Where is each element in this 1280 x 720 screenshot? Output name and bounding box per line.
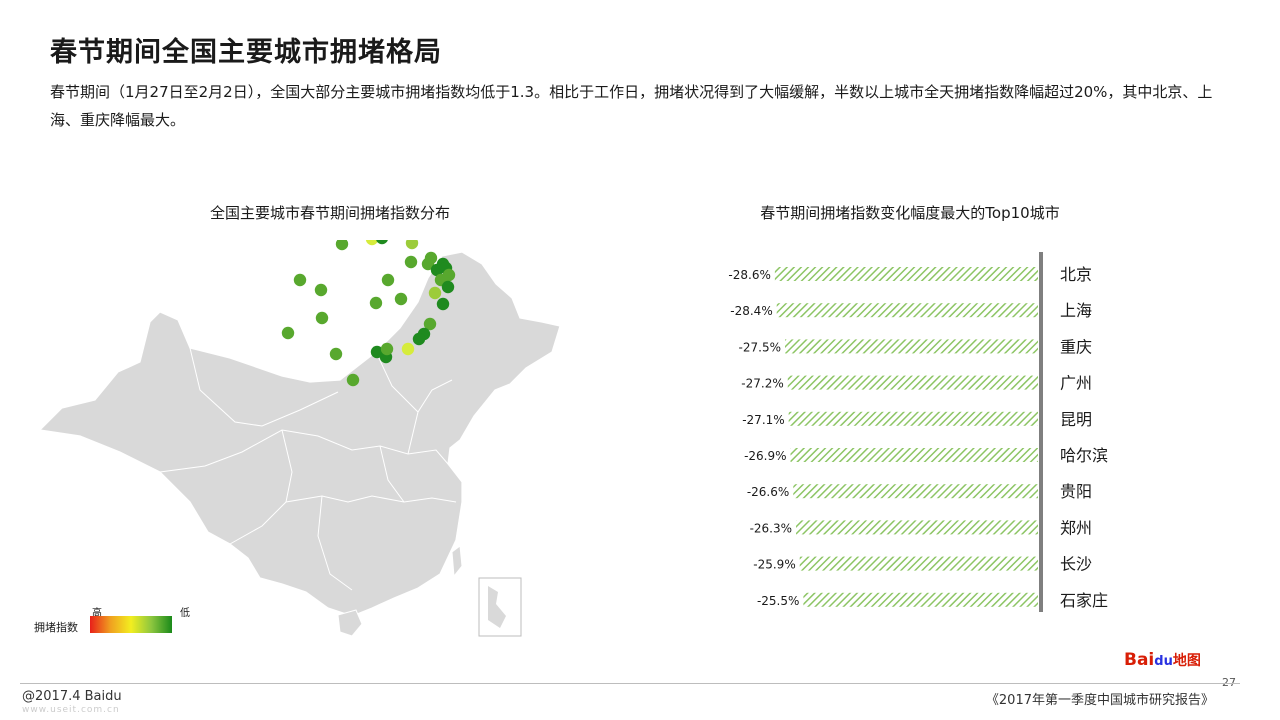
bar-0 — [774, 267, 1038, 281]
city-dot — [315, 311, 329, 325]
city-dot — [424, 251, 438, 265]
city-dot — [335, 240, 349, 251]
city-dot — [381, 273, 395, 287]
map-title: 全国主要城市春节期间拥堵指数分布 — [209, 204, 450, 222]
bar-3 — [787, 375, 1038, 390]
city-dot — [394, 292, 408, 306]
city-dot — [428, 286, 442, 300]
page-title: 春节期间全国主要城市拥堵格局 — [50, 37, 442, 68]
bar-value-label: -27.1% — [742, 413, 784, 427]
congestion-color-scale — [90, 616, 172, 633]
bar-value-label: -26.3% — [750, 521, 792, 535]
south-china-sea-inset — [478, 577, 522, 637]
category-label: 北京 — [1060, 265, 1092, 284]
bar-1 — [776, 303, 1038, 318]
page-subtitle: 春节期间（1月27日至2月2日），全国大部分主要城市拥堵指数均低于1.3。相比于… — [50, 83, 1213, 129]
city-dot — [376, 240, 388, 245]
city-dot — [314, 283, 328, 297]
city-dot — [405, 240, 419, 250]
bar-chart-title: 春节期间拥堵指数变化幅度最大的Top10城市 — [760, 204, 1060, 222]
category-label: 上海 — [1060, 301, 1092, 320]
china-congestion-map — [38, 240, 561, 637]
bar-value-label: -27.5% — [739, 340, 781, 354]
city-dot — [281, 326, 295, 340]
city-dot — [412, 332, 426, 346]
city-dot — [365, 240, 379, 246]
category-label: 重庆 — [1060, 337, 1092, 356]
city-dot — [441, 280, 455, 294]
bar-value-label: -25.9% — [753, 558, 795, 572]
category-label: 哈尔滨 — [1060, 446, 1108, 465]
legend-high-label: 高 — [92, 608, 102, 619]
bar-5 — [790, 448, 1038, 462]
bar-value-label: -28.6% — [728, 268, 770, 282]
bar-value-label: -25.5% — [757, 594, 799, 608]
bar-value-label: -26.9% — [744, 449, 786, 463]
category-label: 广州 — [1060, 374, 1092, 393]
category-label: 昆明 — [1060, 410, 1092, 429]
bar-9 — [803, 592, 1038, 607]
legend-low-label: 低 — [180, 608, 190, 619]
watermark: www.useit.com.cn — [22, 705, 120, 715]
footer-copyright: @2017.4 Baidu — [22, 689, 122, 704]
bar-value-label: -26.6% — [747, 485, 789, 499]
city-dot — [329, 347, 343, 361]
city-dot — [404, 255, 418, 269]
bar-6 — [793, 484, 1038, 499]
bar-2 — [785, 339, 1038, 354]
footer-divider — [20, 683, 1240, 684]
china-landmass — [38, 251, 561, 617]
category-label: 石家庄 — [1060, 591, 1108, 610]
category-label: 长沙 — [1060, 555, 1092, 574]
bar-4 — [788, 411, 1038, 426]
bar-value-label: -27.2% — [741, 377, 783, 391]
city-dot — [380, 342, 394, 356]
bar-value-label: -28.4% — [730, 304, 772, 318]
logo-product: 地图 — [1172, 653, 1201, 669]
category-label: 贵阳 — [1060, 482, 1092, 501]
bar-7 — [796, 520, 1038, 535]
city-dot — [346, 373, 360, 387]
city-dots — [281, 240, 456, 387]
city-dot — [423, 317, 437, 331]
city-dot — [436, 297, 450, 311]
city-dot — [369, 296, 383, 310]
bar-8 — [799, 556, 1038, 571]
logo-paw: du — [1154, 654, 1173, 669]
top10-bar-chart: -28.6% 北京 -28.4% 上海 -27.5% 重庆 -27.2% 广州 -27.1% 昆明… — [728, 252, 1108, 612]
hainan-island — [337, 609, 363, 637]
legend-title: 拥堵指数 — [34, 621, 78, 634]
footer-report-name: 《2017年第一季度中国城市研究报告》 — [985, 693, 1214, 708]
province-borders — [159, 347, 457, 591]
logo-brand: Bai — [1124, 650, 1155, 670]
city-dot — [293, 273, 307, 287]
baidu-map-logo: Baidu地图 — [1124, 650, 1201, 670]
page-number: 27 — [1222, 676, 1236, 689]
taiwan-island — [451, 545, 463, 578]
city-dot — [401, 342, 415, 356]
category-label: 郑州 — [1060, 518, 1092, 537]
